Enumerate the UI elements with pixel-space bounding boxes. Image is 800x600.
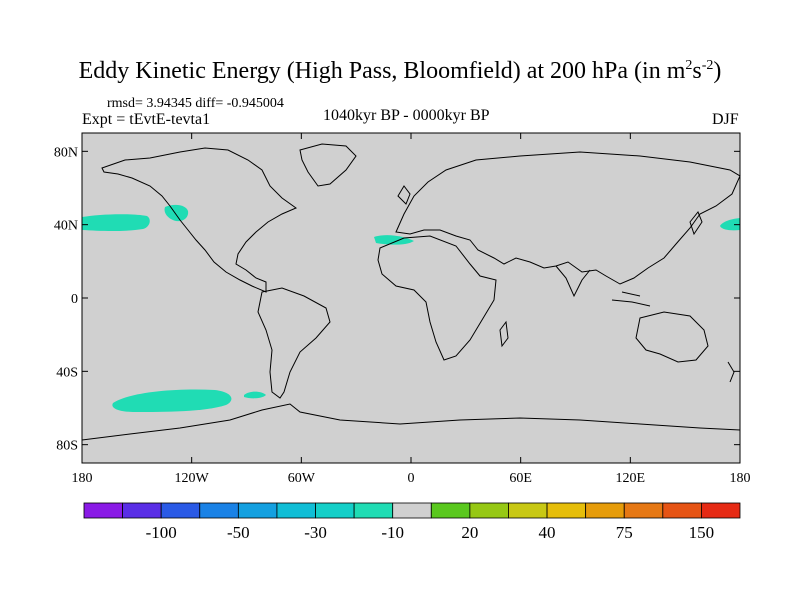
colorbar-label: -10: [381, 523, 404, 542]
lat-label-0: 0: [71, 292, 78, 307]
colorbar-swatch: [276, 502, 316, 519]
colorbar-label: 150: [689, 523, 715, 542]
colorbar-label: 75: [616, 523, 633, 542]
indonesia-coast: [611, 291, 651, 307]
experiment-label: Expt = tEvtE-tevta1: [82, 111, 211, 128]
japan-coast: [689, 211, 703, 236]
eurasia-coast: [395, 151, 741, 285]
lon-label-60e: 60E: [509, 471, 532, 486]
lon-label-60w: 60W: [288, 471, 316, 486]
south-america-coast: [257, 287, 331, 399]
colorbar-label: -100: [146, 523, 177, 542]
australia-coast: [635, 311, 709, 363]
colorbar-label: 20: [461, 523, 478, 542]
coastlines: [81, 143, 741, 441]
lat-label-40s: 40S: [56, 365, 78, 380]
lat-label-80n: 80N: [54, 145, 78, 160]
north-pacific-east-patch: [164, 204, 189, 222]
colorbar-label: -50: [227, 523, 250, 542]
lon-label-180: 180: [72, 471, 93, 486]
madagascar-coast: [499, 320, 509, 348]
uk-coast: [397, 185, 411, 205]
period-label: 1040kyr BP - 0000kyr BP: [323, 107, 490, 124]
lat-label-40n: 40N: [54, 219, 78, 234]
colorbar-swatch: [392, 502, 432, 519]
north-america-coast: [101, 147, 298, 293]
colorbar-swatch: [83, 502, 123, 519]
greenland-coast: [299, 143, 357, 187]
colorbar: [83, 502, 741, 519]
colorbar-swatch: [160, 502, 201, 519]
anomaly-patches: [82, 204, 740, 412]
colorbar-label: 40: [539, 523, 556, 542]
india-coast: [555, 265, 591, 298]
season-label: DJF: [712, 111, 739, 128]
map-panel: [82, 133, 740, 463]
colorbar-labels: -100 -50 -30 -10 20 40 75 150: [146, 523, 715, 542]
dateline-40n-patch: [720, 218, 740, 231]
colorbar-swatch: [585, 502, 625, 519]
rmsd-diff-stats: rmsd= 3.94345 diff= -0.945004: [107, 96, 284, 111]
colorbar-swatch: [199, 502, 239, 519]
antarctica-coast: [81, 403, 741, 441]
map-title: Eddy Kinetic Energy (High Pass, Bloomfie…: [78, 58, 722, 84]
colorbar-swatch: [353, 502, 394, 519]
colorbar-swatch: [122, 502, 162, 519]
lon-label-180: 180: [730, 471, 751, 486]
longitude-labels: 180 120W 60W 0 60E 120E 180: [72, 471, 751, 486]
colorbar-swatch: [546, 502, 587, 519]
drake-passage-patch: [244, 391, 266, 399]
lon-label-120w: 120W: [175, 471, 210, 486]
lon-label-0: 0: [408, 471, 415, 486]
africa-coast: [377, 235, 497, 361]
colorbar-swatch: [430, 502, 471, 519]
colorbar-swatch: [623, 502, 664, 519]
colorbar-swatch: [315, 502, 355, 519]
lon-label-120e: 120E: [616, 471, 646, 486]
lat-label-80s: 80S: [56, 439, 78, 454]
new-zealand-coast: [727, 361, 735, 383]
colorbar-swatch: [508, 502, 548, 519]
colorbar-swatch: [237, 502, 278, 519]
colorbar-swatch: [469, 502, 509, 519]
north-pacific-west-patch: [82, 214, 150, 231]
latitude-labels: 80N 40N 0 40S 80S: [54, 145, 78, 453]
colorbar-swatch: [701, 502, 741, 519]
colorbar-label: -30: [304, 523, 327, 542]
southern-ocean-patch: [112, 389, 232, 412]
colorbar-swatch: [662, 502, 702, 519]
axis-ticks: [81, 133, 741, 463]
